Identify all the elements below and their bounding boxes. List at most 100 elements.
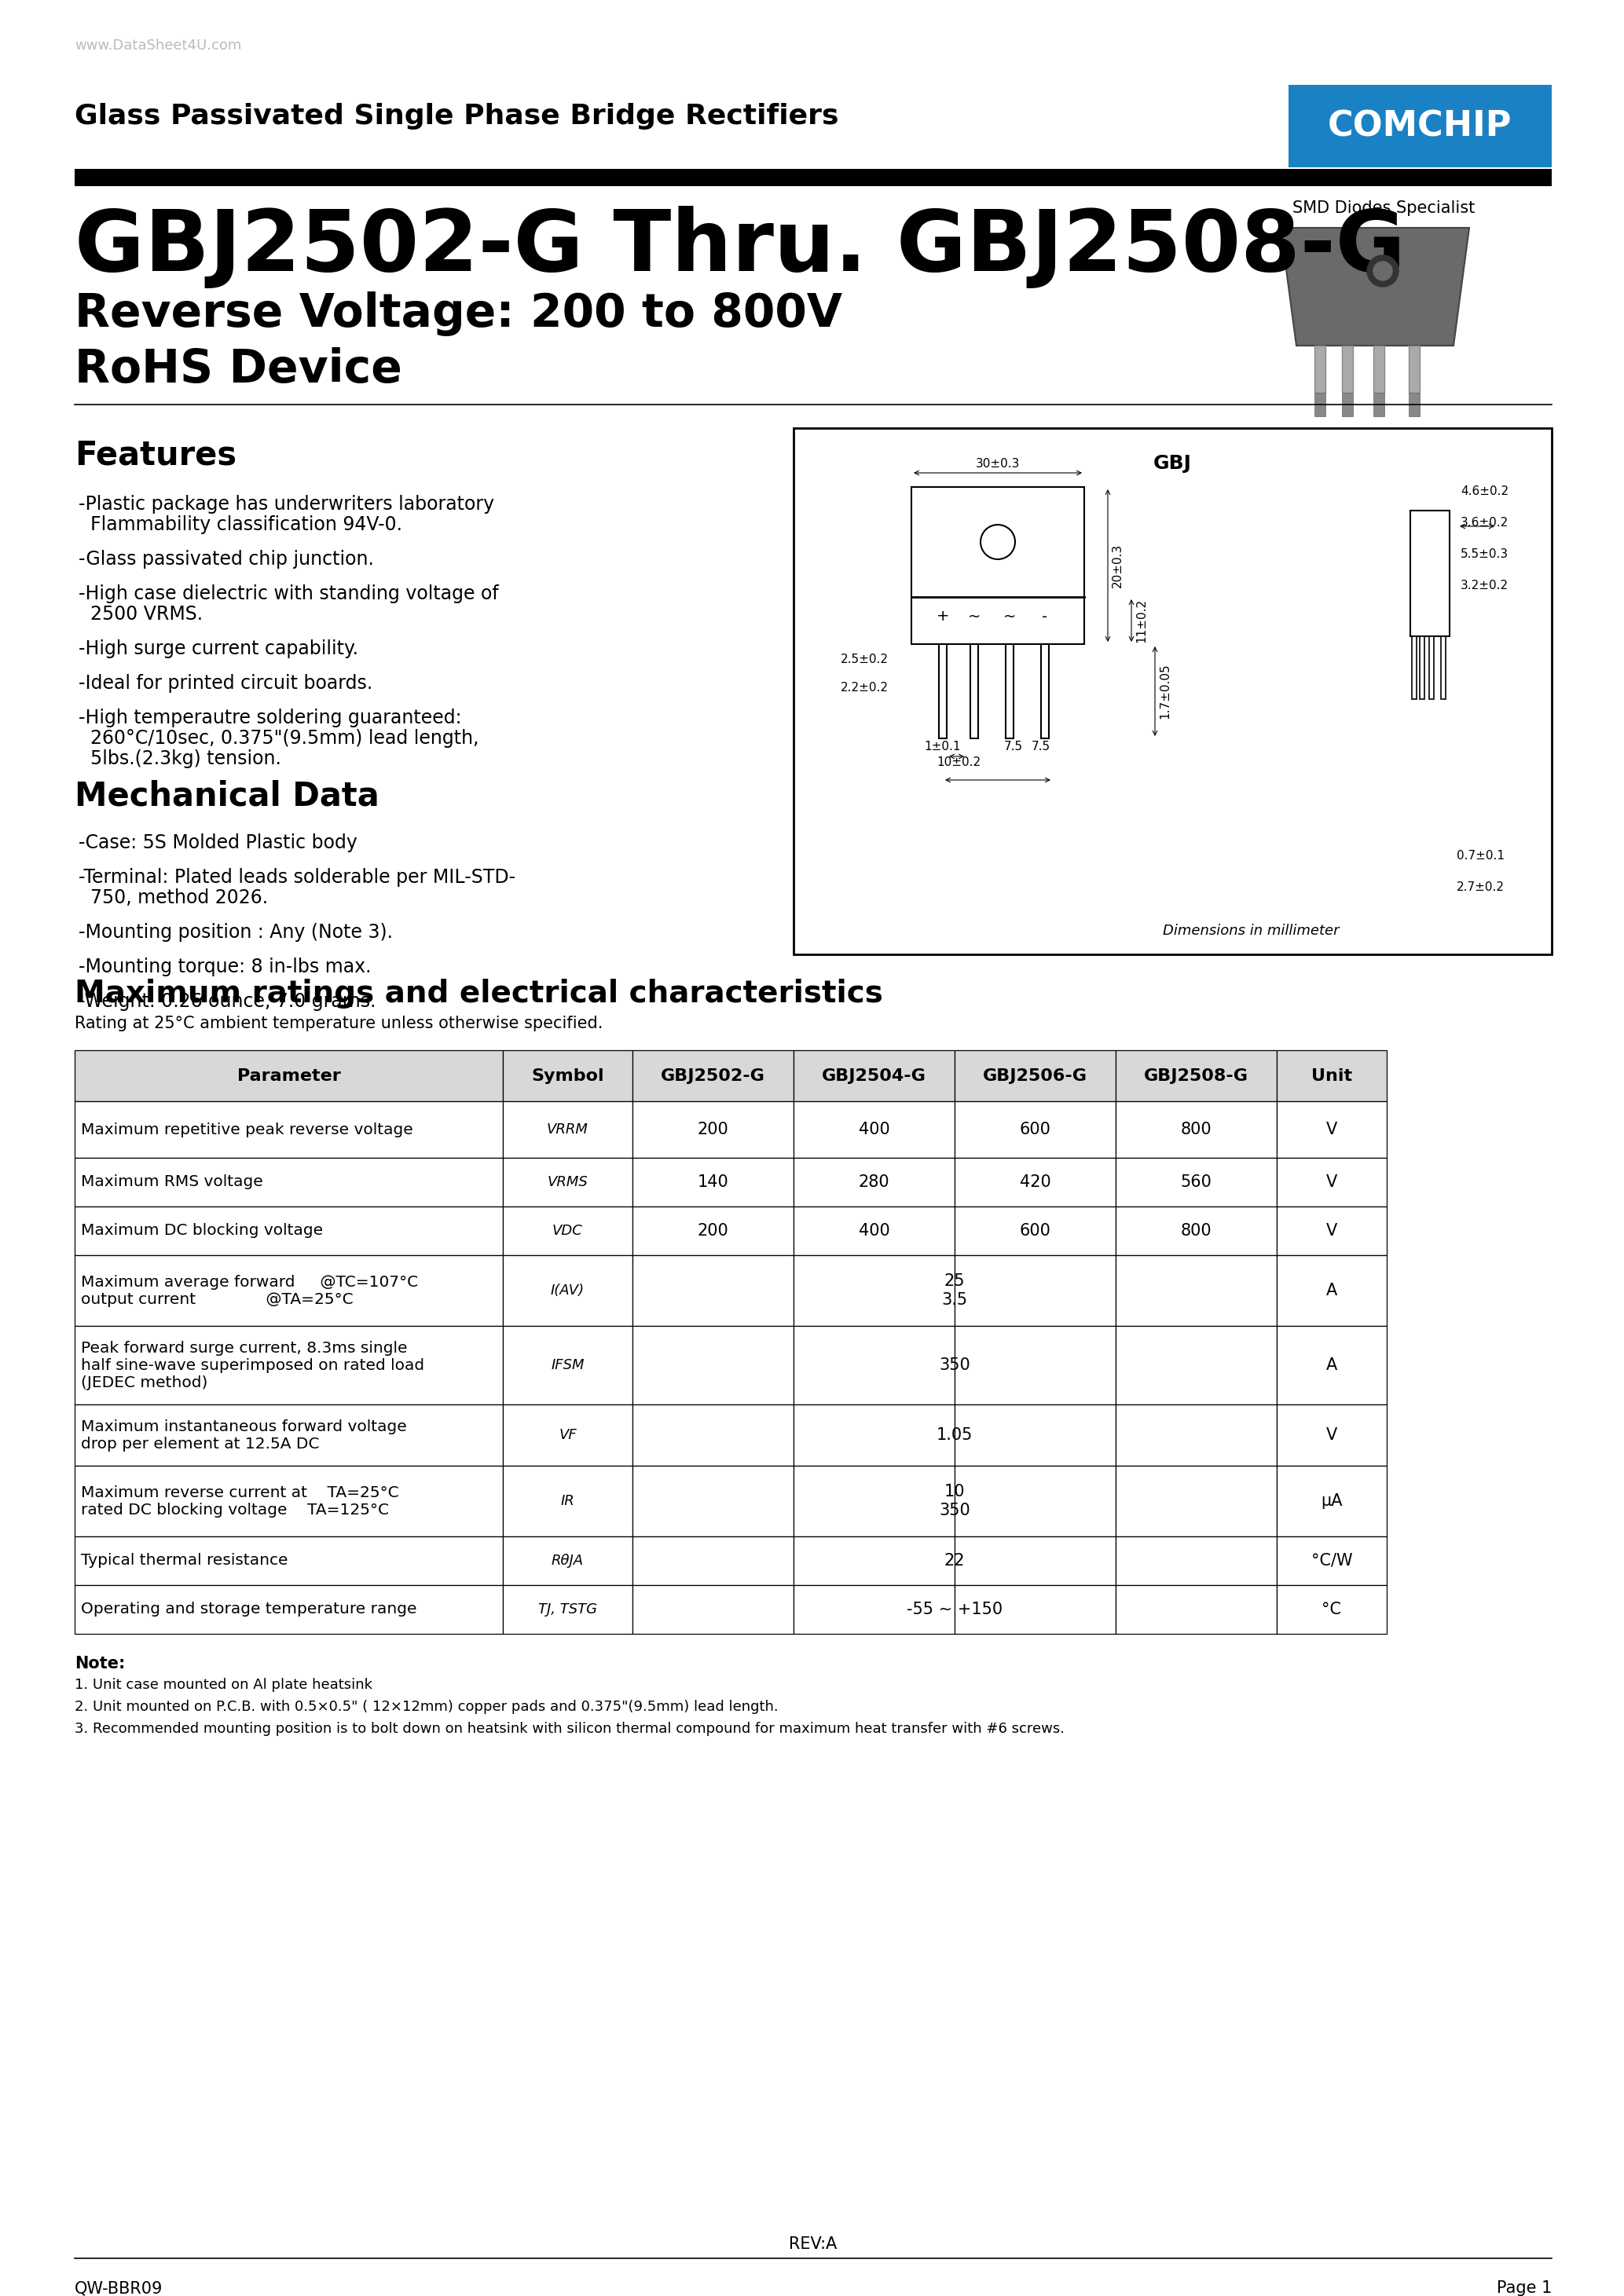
Bar <box>955 1584 1116 1635</box>
Bar <box>1276 1157 1387 1205</box>
Bar <box>794 1465 955 1536</box>
Bar <box>632 1405 794 1465</box>
Text: Peak forward surge current, 8.3ms single
half sine-wave superimposed on rated lo: Peak forward surge current, 8.3ms single… <box>81 1341 424 1389</box>
Text: 750, method 2026.: 750, method 2026. <box>78 889 268 907</box>
Text: 5lbs.(2.3kg) tension.: 5lbs.(2.3kg) tension. <box>78 748 281 769</box>
Text: -Glass passivated chip junction.: -Glass passivated chip junction. <box>78 549 374 569</box>
Bar <box>75 1049 503 1102</box>
Bar <box>632 1325 794 1405</box>
Text: Maximum DC blocking voltage: Maximum DC blocking voltage <box>81 1224 323 1238</box>
Text: μA: μA <box>1320 1492 1343 1508</box>
Bar <box>955 1205 1116 1256</box>
Bar <box>75 1157 503 1205</box>
Bar <box>632 1584 794 1635</box>
Text: V: V <box>1327 1224 1337 1240</box>
Circle shape <box>1367 255 1398 287</box>
Text: GBJ2504-G: GBJ2504-G <box>822 1068 926 1084</box>
Text: A: A <box>1327 1357 1337 1373</box>
Text: QW-BBR09: QW-BBR09 <box>75 2280 162 2296</box>
Bar <box>1116 1157 1276 1205</box>
Text: VDC: VDC <box>552 1224 583 1238</box>
Text: 7.5: 7.5 <box>1004 742 1023 753</box>
Text: 800: 800 <box>1181 1224 1212 1240</box>
Text: 5.5±0.3: 5.5±0.3 <box>1460 549 1509 560</box>
Bar <box>75 1102 503 1157</box>
Text: +: + <box>937 608 950 625</box>
Bar <box>794 1157 955 1205</box>
Text: SMD Diodes Specialist: SMD Diodes Specialist <box>1293 200 1475 216</box>
Bar <box>1314 393 1325 416</box>
Text: Reverse Voltage: 200 to 800V: Reverse Voltage: 200 to 800V <box>75 292 843 338</box>
Bar <box>1116 1205 1276 1256</box>
Text: 3. Recommended mounting position is to bolt down on heatsink with silicon therma: 3. Recommended mounting position is to b… <box>75 1722 1065 1736</box>
Bar <box>1374 347 1384 393</box>
Bar <box>503 1465 632 1536</box>
Bar <box>1276 1584 1387 1635</box>
Bar <box>1419 636 1424 698</box>
Text: -Case: 5S Molded Plastic body: -Case: 5S Molded Plastic body <box>78 833 357 852</box>
Bar <box>1116 1465 1276 1536</box>
Text: Flammability classification 94V-0.: Flammability classification 94V-0. <box>78 514 403 535</box>
Bar <box>794 1536 955 1584</box>
Text: -Ideal for printed circuit boards.: -Ideal for printed circuit boards. <box>78 675 372 693</box>
Bar <box>75 170 1551 186</box>
Text: Features: Features <box>75 439 237 473</box>
Text: Dimensions in millimeter: Dimensions in millimeter <box>1163 923 1340 937</box>
Bar <box>1116 1256 1276 1325</box>
Text: 10
350: 10 350 <box>939 1483 970 1518</box>
Bar <box>1005 645 1013 739</box>
Text: GBJ2506-G: GBJ2506-G <box>983 1068 1088 1084</box>
Bar <box>955 1536 1116 1584</box>
Bar <box>1116 1325 1276 1405</box>
Bar <box>75 1405 503 1465</box>
Text: IR: IR <box>560 1495 575 1508</box>
Text: 200: 200 <box>697 1123 729 1137</box>
Text: Mechanical Data: Mechanical Data <box>75 778 380 813</box>
Text: GBJ2502-G Thru. GBJ2508-G: GBJ2502-G Thru. GBJ2508-G <box>75 207 1405 289</box>
Text: TJ, TSTG: TJ, TSTG <box>538 1603 598 1616</box>
Bar <box>503 1405 632 1465</box>
Text: Operating and storage temperature range: Operating and storage temperature range <box>81 1603 417 1616</box>
Text: ~: ~ <box>1004 608 1017 625</box>
Bar <box>1341 347 1353 393</box>
Text: 400: 400 <box>859 1123 890 1137</box>
Text: VRMS: VRMS <box>547 1176 588 1189</box>
Bar <box>911 487 1085 645</box>
Text: A: A <box>1327 1283 1337 1300</box>
Bar <box>503 1325 632 1405</box>
Text: -High surge current capability.: -High surge current capability. <box>78 638 359 659</box>
Bar <box>955 1256 1116 1325</box>
Text: GBJ: GBJ <box>1153 455 1192 473</box>
Text: 280: 280 <box>859 1173 890 1189</box>
Text: V: V <box>1327 1428 1337 1442</box>
Bar <box>632 1256 794 1325</box>
Text: Maximum RMS voltage: Maximum RMS voltage <box>81 1176 263 1189</box>
Bar <box>632 1465 794 1536</box>
Text: °C: °C <box>1322 1603 1341 1616</box>
Bar <box>1276 1325 1387 1405</box>
Text: www.DataSheet4U.com: www.DataSheet4U.com <box>75 39 242 53</box>
Bar <box>794 1049 955 1102</box>
Bar <box>632 1205 794 1256</box>
Text: -Mounting torque: 8 in-lbs max.: -Mounting torque: 8 in-lbs max. <box>78 957 372 976</box>
Text: V: V <box>1327 1123 1337 1137</box>
Bar <box>1276 1049 1387 1102</box>
Bar <box>75 1536 503 1584</box>
Bar <box>503 1157 632 1205</box>
Text: 2.7±0.2: 2.7±0.2 <box>1457 882 1504 893</box>
Text: V: V <box>1327 1173 1337 1189</box>
Text: -High case dielectric with standing voltage of: -High case dielectric with standing volt… <box>78 585 499 604</box>
Bar <box>75 1325 503 1405</box>
Text: Maximum ratings and electrical characteristics: Maximum ratings and electrical character… <box>75 978 883 1008</box>
Text: -Plastic package has underwriters laboratory: -Plastic package has underwriters labora… <box>78 496 494 514</box>
Text: Unit: Unit <box>1311 1068 1353 1084</box>
Bar <box>75 1205 503 1256</box>
Text: 1±0.1: 1±0.1 <box>924 742 961 753</box>
Bar <box>503 1584 632 1635</box>
Text: -Mounting position : Any (Note 3).: -Mounting position : Any (Note 3). <box>78 923 393 941</box>
Bar <box>1408 393 1419 416</box>
Text: 4.6±0.2: 4.6±0.2 <box>1460 484 1509 496</box>
Text: 800: 800 <box>1181 1123 1212 1137</box>
Bar <box>632 1049 794 1102</box>
Bar <box>1276 1102 1387 1157</box>
